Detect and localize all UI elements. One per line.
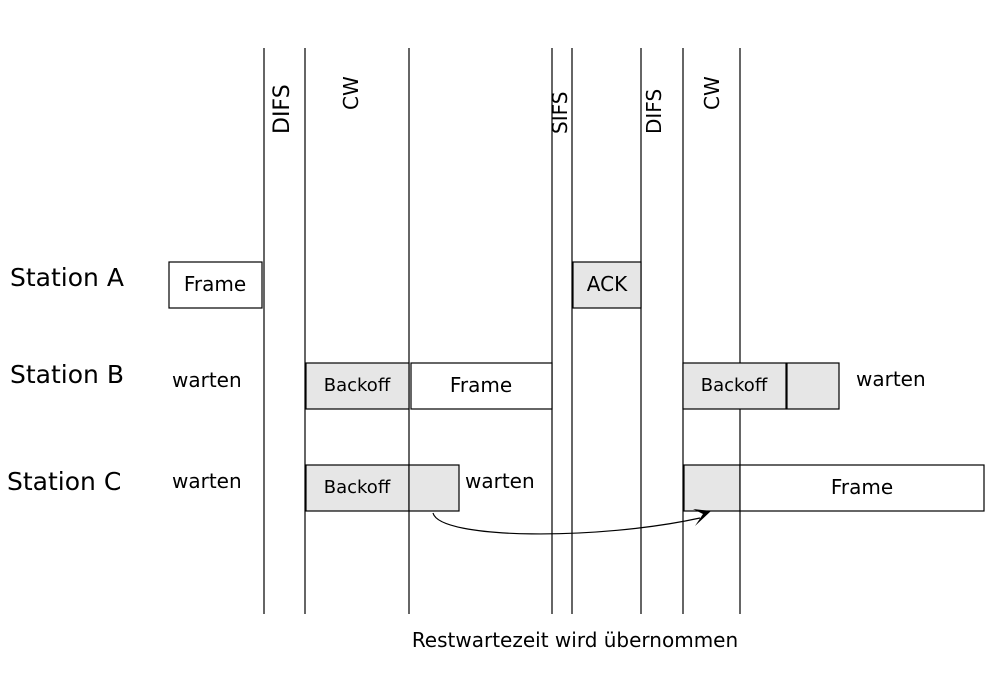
- station-b-remaining-box: [786, 362, 840, 410]
- station-c-continued-box: [683, 464, 741, 512]
- station-b-backoff-box-2: [682, 362, 787, 410]
- station-b-label: Station B: [10, 360, 124, 389]
- station-c-frame-box: [739, 464, 985, 512]
- station-b-backoff-label-2: Backoff: [701, 375, 768, 396]
- phase-label-sifs: SIFS: [548, 92, 572, 134]
- station-b-wait-label: warten: [172, 368, 242, 392]
- station-a-ack-label: ACK: [587, 272, 628, 296]
- station-b-backoff-box: [305, 362, 410, 410]
- station-a-frame-label: Frame: [184, 272, 246, 296]
- station-c-frame-label: Frame: [831, 475, 893, 499]
- station-c-remaining-box: [408, 464, 460, 512]
- station-c-backoff-box: [305, 464, 410, 512]
- station-a-frame-box: [168, 261, 263, 309]
- station-b-wait-label-2: warten: [856, 367, 926, 391]
- phase-label-difs: DIFS: [270, 84, 295, 134]
- station-c-label: Station C: [7, 467, 121, 496]
- station-c-backoff-label: Backoff: [324, 477, 391, 498]
- station-a-ack-box: [572, 261, 642, 309]
- station-c-wait-label: warten: [172, 469, 242, 493]
- arrow-head-icon: [693, 509, 711, 526]
- station-c-wait-label-2: warten: [465, 469, 535, 493]
- caption: Restwartezeit wird übernommen: [412, 628, 738, 652]
- phase-label-cw-2: CW: [700, 76, 724, 110]
- phase-label-difs-2: DIFS: [642, 89, 666, 134]
- carry-over-arrow: [432, 512, 701, 535]
- station-b-backoff-label: Backoff: [324, 375, 391, 396]
- station-a-label: Station A: [10, 263, 124, 292]
- station-b-frame-label: Frame: [450, 373, 512, 397]
- time-boundaries: [263, 48, 741, 614]
- station-b-frame-box: [410, 362, 553, 410]
- phase-label-cw: CW: [339, 76, 363, 110]
